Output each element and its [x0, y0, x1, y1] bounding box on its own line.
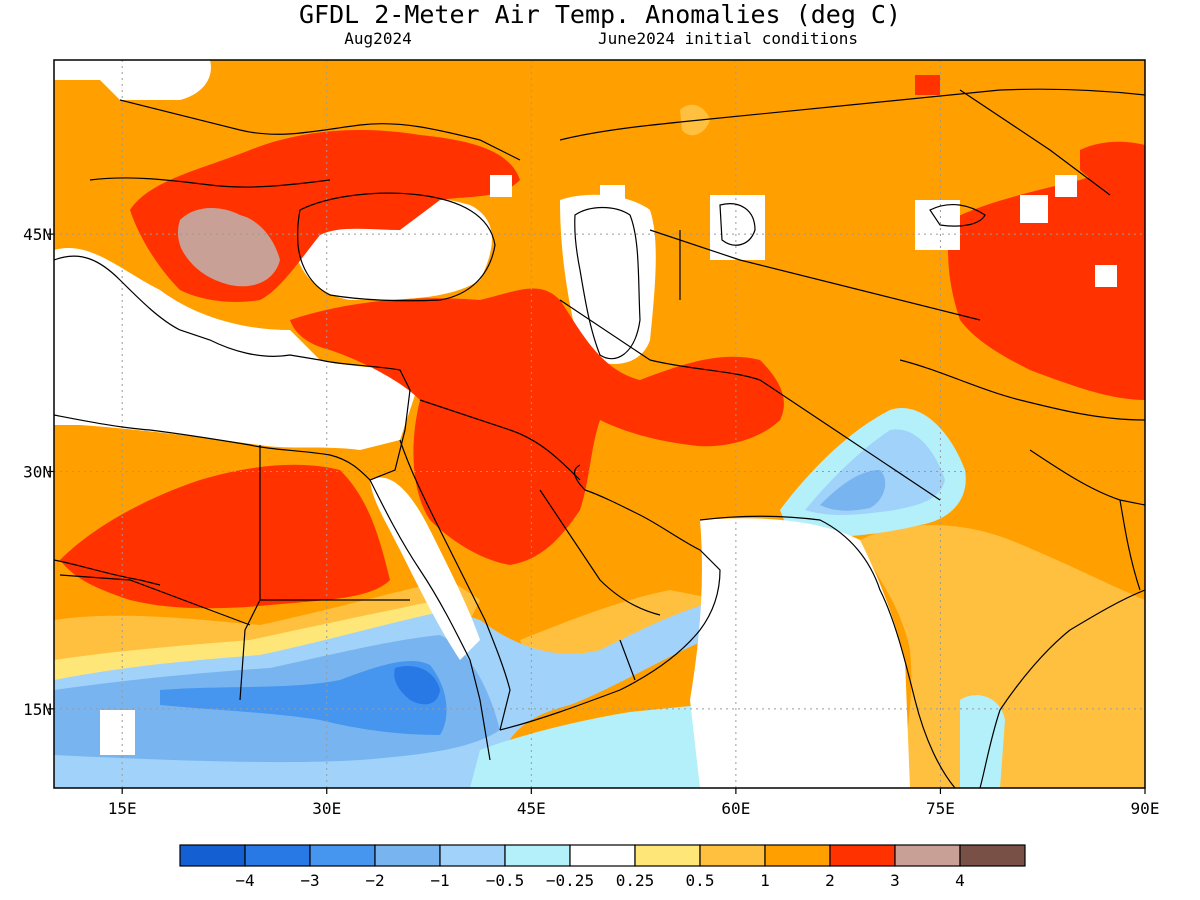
map-frame — [53, 59, 1146, 789]
anomaly-region-neg-2 — [160, 660, 447, 735]
colorbar-label: −0.5 — [486, 871, 525, 890]
lon-tick-label: 90E — [1131, 799, 1160, 818]
latitude-axis: 45N 30N 15N — [23, 225, 54, 719]
neutral-aral-sea — [710, 195, 765, 260]
lon-tick-label: 15E — [108, 799, 137, 818]
anomaly-region-neg-0.25 — [470, 705, 710, 788]
colorbar-swatch — [244, 844, 311, 867]
colorbar-label: −0.25 — [546, 871, 594, 890]
neutral-balkhash — [915, 200, 960, 250]
anomaly-region-0.5-1-africa — [54, 580, 480, 665]
colorbar-label: 2 — [825, 871, 835, 890]
colorbar-label: −1 — [430, 871, 449, 890]
lon-tick-label: 75E — [926, 799, 955, 818]
anomaly-region-neg-0.25-india-south — [960, 695, 1005, 788]
init-conditions-label: June2024 initial conditions — [598, 29, 858, 48]
neutral-cell — [1095, 265, 1117, 287]
colorbar-label: −3 — [300, 871, 319, 890]
anomaly-region-2-3-mideast — [290, 288, 784, 565]
map-panel — [54, 60, 1145, 788]
lat-tick-label: 30N — [23, 462, 52, 481]
colorbar-swatch — [829, 844, 896, 867]
anomaly-region-neg-1-pakistan — [820, 470, 886, 511]
anomaly-region-neg-3 — [394, 666, 440, 705]
lon-tick-label: 60E — [721, 799, 750, 818]
map-title: GFDL 2-Meter Air Temp. Anomalies (deg C) — [299, 0, 901, 29]
lon-tick-label: 30E — [312, 799, 341, 818]
colorbar-swatch — [374, 844, 441, 867]
anomaly-region-2-3-mongolia-west — [915, 75, 940, 95]
longitude-axis: 15E 30E 45E 60E 75E 90E — [108, 788, 1160, 818]
valid-month-label: Aug2024 — [344, 29, 411, 48]
anomaly-region-neutral-caspian — [560, 194, 656, 364]
colorbar-swatch — [504, 844, 571, 867]
anomaly-region-neutral-north — [54, 60, 211, 100]
colorbar-label: 3 — [890, 871, 900, 890]
colorbar-swatch — [309, 844, 376, 867]
lat-tick-label: 15N — [23, 700, 52, 719]
neutral-cell — [1020, 195, 1048, 223]
colorbar-swatch — [634, 844, 701, 867]
colorbar-swatch — [699, 844, 766, 867]
neutral-cell — [600, 185, 625, 207]
colorbar-swatch — [764, 844, 831, 867]
anomaly-region-neutral-mediterranean — [54, 248, 420, 450]
graticule — [54, 60, 1145, 788]
colorbar-swatch — [569, 844, 636, 867]
colorbar-label: 0.5 — [686, 871, 715, 890]
country-borders — [59, 88, 1145, 701]
lon-tick-label: 45E — [517, 799, 546, 818]
anomaly-region-3-4-balkans — [177, 208, 280, 287]
anomaly-region-neutral-redsea — [370, 477, 480, 660]
neutral-cell — [100, 710, 135, 755]
colorbar-swatch — [894, 844, 961, 867]
colorbar-label: −2 — [365, 871, 384, 890]
anomaly-region-0.5-1-india — [860, 525, 1145, 788]
colorbar-label: 4 — [955, 871, 965, 890]
colorbar-label: 1 — [760, 871, 770, 890]
colorbar-swatch — [439, 844, 506, 867]
coastlines — [54, 192, 1145, 788]
neutral-cell — [1055, 175, 1077, 197]
colorbar-swatch — [959, 844, 1026, 867]
anomaly-region-2-3-china — [948, 160, 1145, 400]
colorbar-label: 0.25 — [616, 871, 655, 890]
anomaly-region-2-3-kazakh-east — [1080, 141, 1145, 192]
colorbar-label: −4 — [235, 871, 254, 890]
neutral-cell — [490, 175, 512, 197]
anomaly-region-neutral-arabiansea — [690, 518, 910, 788]
colorbar: −4 −3 −2 −1 −0.5 −0.25 0.25 0.5 1 2 3 4 — [179, 844, 1026, 890]
anomaly-region-2-3-sahara — [60, 464, 390, 609]
lat-tick-label: 45N — [23, 225, 52, 244]
colorbar-swatch — [179, 844, 246, 867]
